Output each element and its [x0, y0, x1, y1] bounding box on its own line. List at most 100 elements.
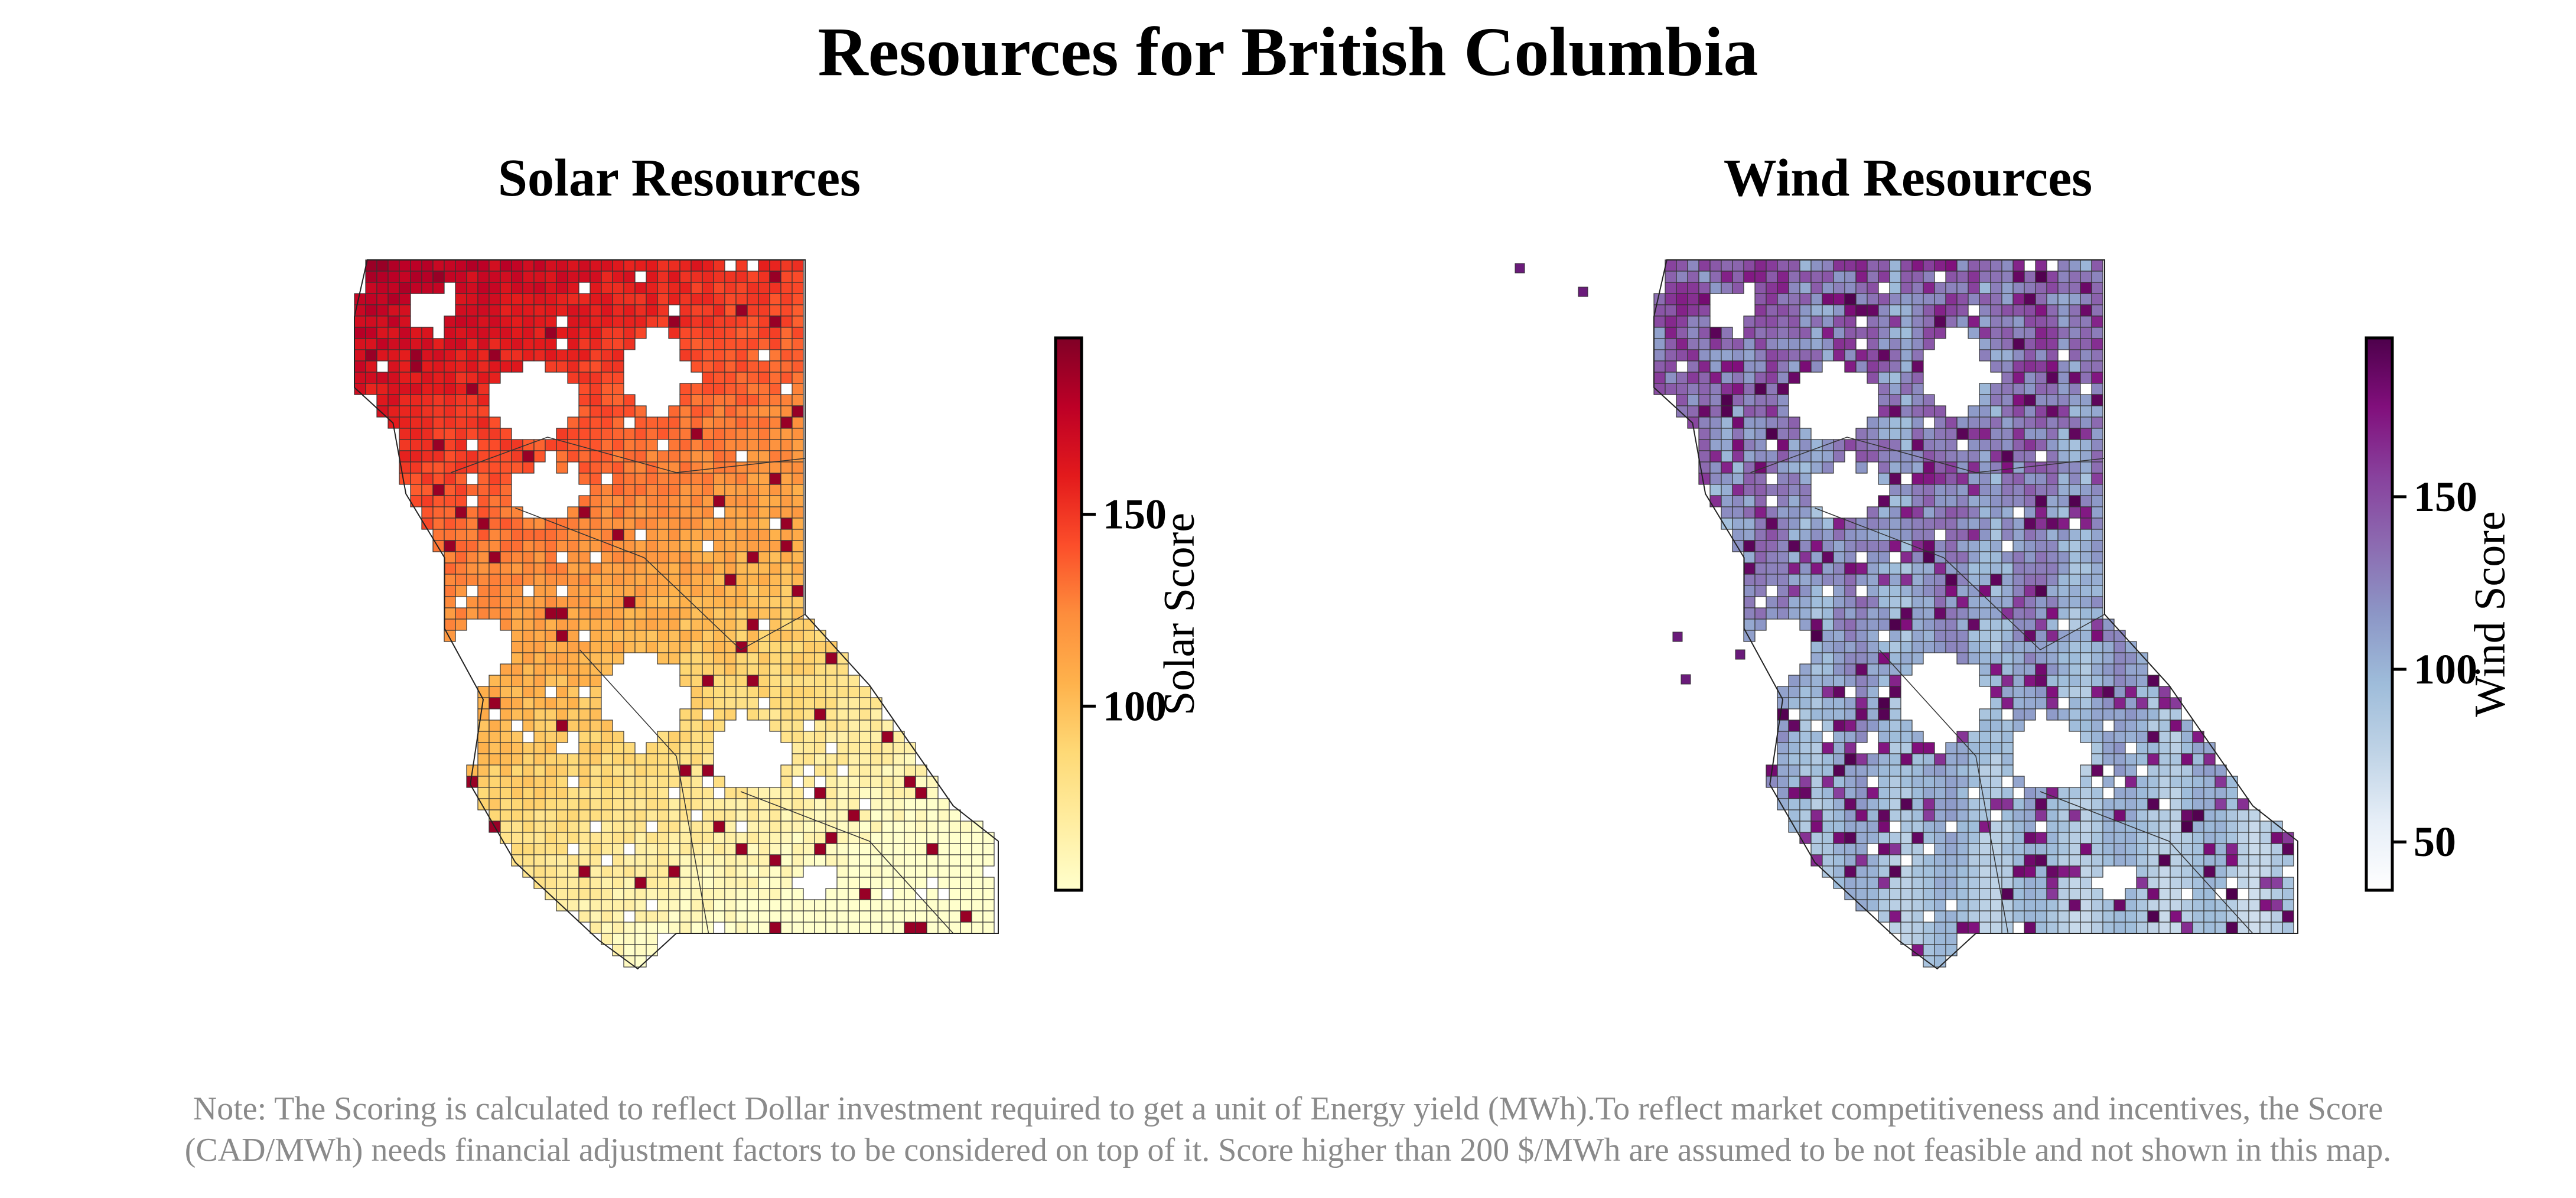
wind-cell	[2181, 843, 2193, 855]
wind-cell	[1844, 798, 1857, 810]
solar-cell	[713, 304, 725, 317]
solar-cell	[735, 652, 748, 665]
solar-cell	[590, 574, 602, 586]
wind-cell	[2057, 282, 2070, 294]
wind-cell	[2282, 922, 2294, 934]
wind-cell	[1799, 540, 1812, 552]
wind-cell	[2147, 888, 2160, 900]
wind-cell	[1889, 293, 1901, 305]
wind-cell	[1979, 304, 1991, 317]
wind-cell	[1979, 551, 1991, 564]
solar-cell	[556, 574, 568, 586]
wind-cell	[1867, 540, 1879, 552]
solar-cell	[915, 764, 927, 777]
wind-cell	[2046, 562, 2059, 575]
wind-cell	[1889, 607, 1901, 620]
wind-cell	[1878, 865, 1890, 878]
solar-cell	[612, 787, 624, 799]
wind-cell	[1799, 495, 1812, 507]
wind-cell	[1889, 877, 1901, 889]
solar-cell	[713, 809, 725, 822]
solar-cell	[780, 607, 793, 620]
solar-cell	[511, 753, 523, 766]
solar-cell	[780, 787, 793, 799]
solar-cell	[646, 865, 658, 878]
solar-cell	[567, 596, 579, 608]
solar-cell	[477, 596, 490, 608]
wind-cell	[1799, 461, 1812, 474]
solar-cell	[489, 439, 501, 451]
wind-cell	[1889, 383, 1901, 395]
wind-cell	[1979, 764, 1991, 777]
solar-cell	[904, 843, 916, 855]
solar-cell	[601, 618, 613, 631]
wind-cell	[1676, 338, 1688, 350]
solar-cell	[893, 764, 905, 777]
wind-cell	[2237, 899, 2249, 911]
wind-cell	[2136, 877, 2148, 889]
solar-cell	[444, 271, 456, 283]
solar-cell	[881, 922, 894, 934]
wind-cell	[2248, 888, 2261, 900]
wind-cell	[2181, 787, 2193, 799]
solar-cell	[421, 327, 434, 339]
solar-cell	[915, 798, 927, 810]
solar-cell	[668, 574, 680, 586]
solar-cell	[634, 405, 647, 418]
solar-cell	[545, 742, 557, 754]
solar-cell	[466, 574, 478, 586]
wind-cell	[1777, 372, 1789, 384]
wind-cell	[2046, 439, 2059, 451]
solar-cell	[780, 697, 793, 709]
solar-cell	[612, 922, 624, 934]
solar-cell	[702, 473, 714, 485]
wind-cell	[2102, 798, 2115, 810]
solar-cell	[533, 338, 546, 350]
solar-cell	[769, 338, 781, 350]
wind-cell	[1900, 304, 1913, 317]
solar-cell	[634, 618, 647, 631]
wind-cell	[1777, 708, 1789, 721]
wind-cell	[1822, 293, 1834, 305]
wind-cell	[1979, 720, 1991, 732]
solar-cell	[376, 293, 389, 305]
wind-cell	[1979, 383, 1991, 395]
wind-cell	[1934, 282, 1946, 294]
solar-cell	[399, 473, 411, 485]
solar-cell	[758, 450, 770, 463]
solar-cell	[668, 798, 680, 810]
wind-cell	[2024, 349, 2036, 362]
wind-cell	[2012, 899, 2025, 911]
solar-cell	[646, 742, 658, 754]
wind-cell	[2080, 798, 2092, 810]
solar-cell	[421, 428, 434, 440]
solar-cell	[601, 282, 613, 294]
wind-cell	[1721, 428, 1733, 440]
wind-cell	[1799, 529, 1812, 541]
wind-cell	[2057, 428, 2070, 440]
solar-cell	[545, 315, 557, 328]
wind-cell	[1788, 574, 1800, 586]
wind-cell	[1867, 293, 1879, 305]
wind-cell	[1923, 428, 1935, 440]
wind-cell	[2080, 821, 2092, 833]
solar-cell	[792, 585, 804, 597]
solar-cell	[601, 529, 613, 541]
wind-cell	[1900, 618, 1913, 631]
wind-cell	[1956, 607, 1969, 620]
wind-cell	[2158, 686, 2171, 698]
solar-cell	[466, 293, 478, 305]
wind-cell	[2024, 327, 2036, 339]
wind-cell	[1855, 293, 1868, 305]
wind-cell	[1867, 282, 1879, 294]
wind-cell	[2226, 910, 2238, 923]
wind-cell	[2125, 787, 2137, 799]
solar-cell	[466, 517, 478, 530]
solar-cell	[825, 798, 838, 810]
solar-cell	[724, 675, 737, 687]
wind-cell	[1867, 428, 1879, 440]
solar-cell	[792, 529, 804, 541]
solar-cell	[758, 293, 770, 305]
wind-cell	[2170, 899, 2182, 911]
wind-cell	[1979, 282, 1991, 294]
